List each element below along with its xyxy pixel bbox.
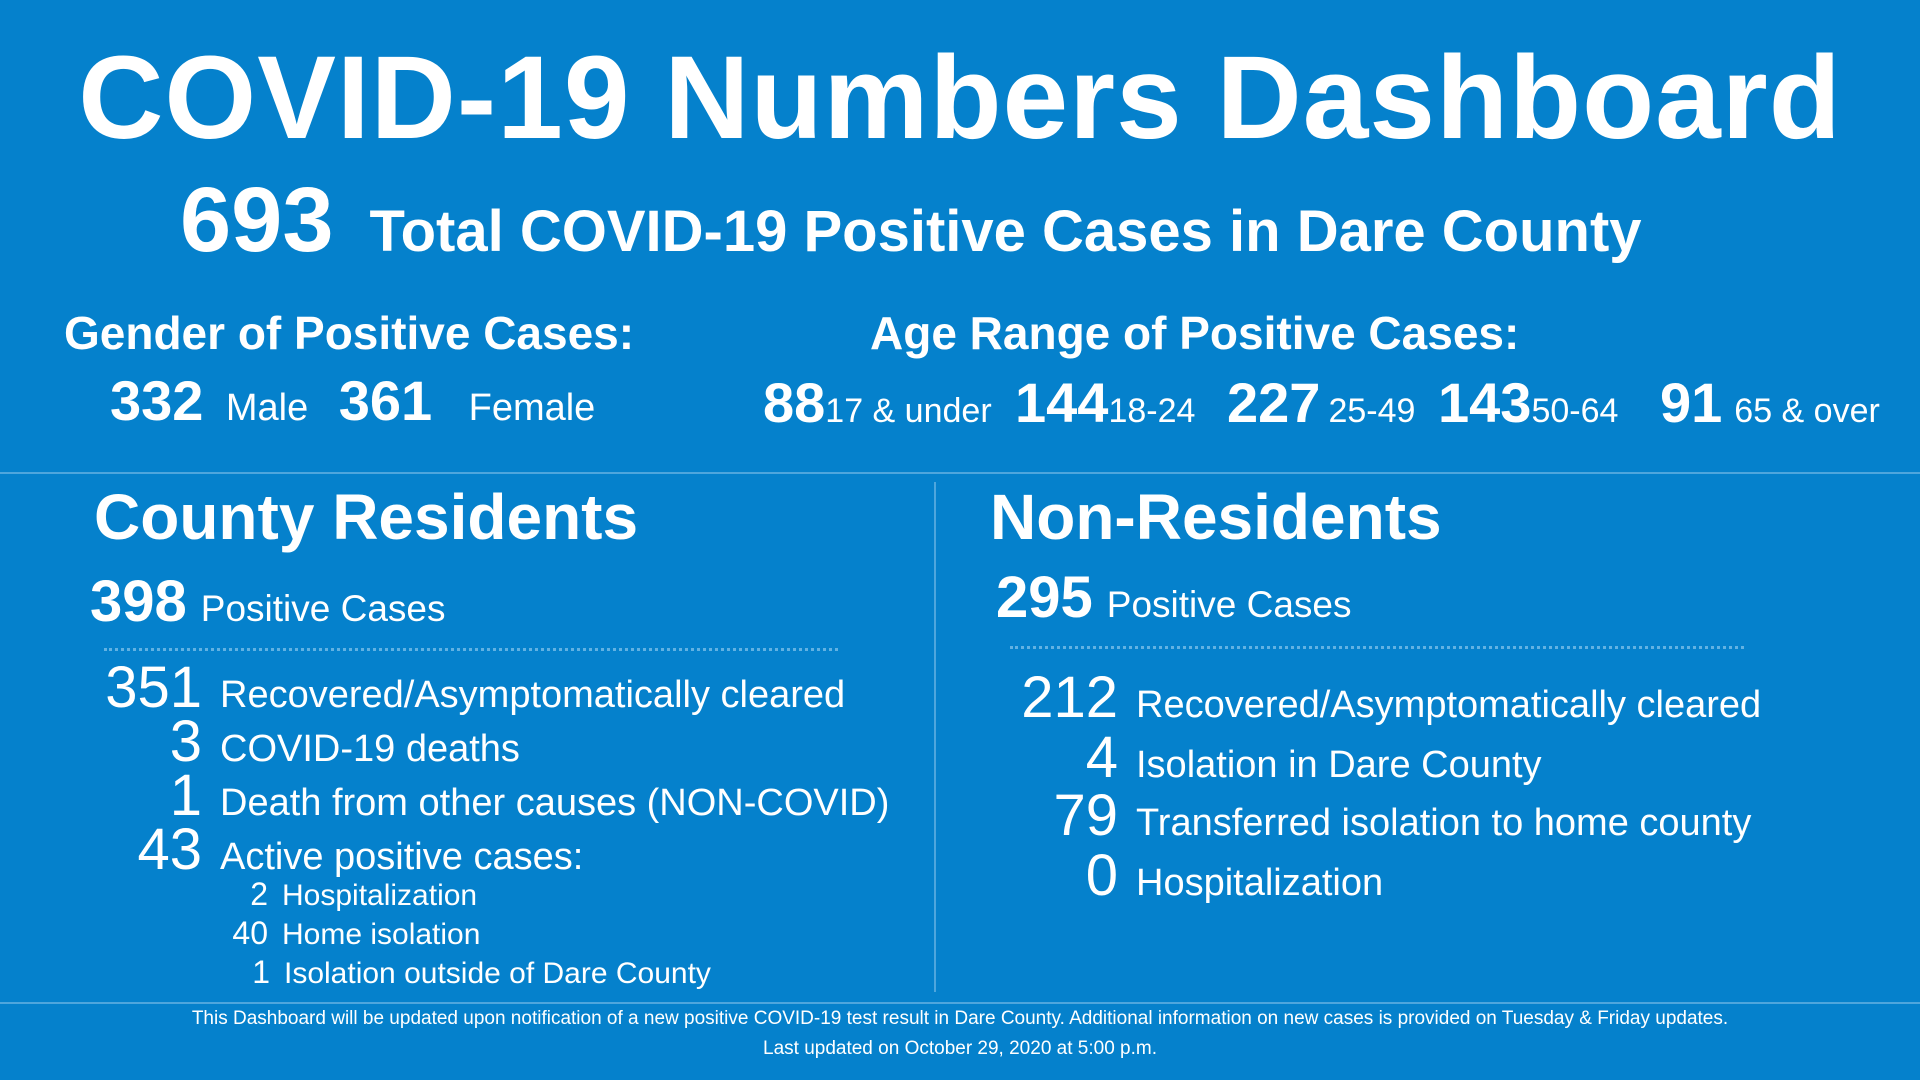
gender-heading: Gender of Positive Cases: xyxy=(64,307,635,359)
page-title: COVID-19 Numbers Dashboard xyxy=(78,32,1842,164)
female-label: Female xyxy=(468,387,596,429)
age-group-value: 144 xyxy=(1015,371,1109,434)
non-residents-stat-row: 4 Isolation in Dare County xyxy=(960,724,1542,791)
residents-positive: 398 Positive Cases xyxy=(90,568,446,635)
age-group-label: 18-24 xyxy=(1108,392,1196,430)
stat-label: Transferred isolation to home county xyxy=(1136,802,1752,844)
non-residents-dotted-divider xyxy=(1010,646,1744,649)
age-group-label: 25-49 xyxy=(1328,392,1416,430)
column-divider xyxy=(934,482,936,992)
footer-note: This Dashboard will be updated upon noti… xyxy=(191,1008,1729,1029)
active-breakdown-row: 1 Isolation outside of Dare County xyxy=(212,954,711,991)
stat-label: Isolation in Dare County xyxy=(1136,744,1542,786)
breakdown-value: 40 xyxy=(232,915,268,951)
age-group-value: 91 xyxy=(1660,371,1723,434)
age-group: 91 65 & over xyxy=(1660,370,1880,435)
age-group: 14350-64 xyxy=(1438,370,1618,435)
stat-value: 212 xyxy=(1021,665,1118,730)
residents-stat-row: 43 Active positive cases: xyxy=(60,816,583,883)
male-count: 332 xyxy=(110,369,204,432)
total-cases-value: 693 xyxy=(180,169,334,271)
non-residents-stat-row: 79 Transferred isolation to home county xyxy=(960,782,1751,849)
residents-stat-row: 1 Death from other causes (NON-COVID) xyxy=(60,762,890,829)
active-breakdown-row: 2 Hospitalization xyxy=(210,876,477,913)
age-group-value: 88 xyxy=(763,371,826,434)
age-heading: Age Range of Positive Cases: xyxy=(870,307,1520,359)
stat-label: Death from other causes (NON-COVID) xyxy=(220,782,890,824)
stat-label: Recovered/Asymptomatically cleared xyxy=(220,674,846,716)
age-group: 227 25-49 xyxy=(1227,370,1415,435)
non-residents-positive-label: Positive Cases xyxy=(1106,584,1352,625)
residents-positive-label: Positive Cases xyxy=(200,588,446,629)
residents-stat-row: 351 Recovered/Asymptomatically cleared xyxy=(60,654,845,721)
age-group-value: 227 xyxy=(1227,371,1321,434)
residents-dotted-divider xyxy=(104,648,838,651)
age-group-value: 143 xyxy=(1438,371,1532,434)
male-label: Male xyxy=(225,387,309,429)
stat-value: 4 xyxy=(1085,725,1118,790)
residents-stat-row: 3 COVID-19 deaths xyxy=(60,708,520,775)
non-residents-stat-row: 212 Recovered/Asymptomatically cleared xyxy=(960,664,1761,731)
non-residents-heading: Non-Residents xyxy=(990,481,1442,553)
total-cases-label: Total COVID-19 Positive Cases in Dare Co… xyxy=(369,199,1642,264)
age-group: 14418-24 xyxy=(1015,370,1195,435)
breakdown-value: 1 xyxy=(252,954,270,990)
stat-value: 3 xyxy=(169,709,202,774)
breakdown-label: Isolation outside of Dare County xyxy=(284,957,711,990)
breakdown-value: 2 xyxy=(250,876,268,912)
stat-value: 351 xyxy=(105,655,202,720)
stat-value: 1 xyxy=(169,763,202,828)
active-breakdown-row: 40 Home isolation xyxy=(210,915,480,952)
female-count: 361 xyxy=(338,369,433,432)
total-cases: 693 Total COVID-19 Positive Cases in Dare… xyxy=(180,168,1642,273)
residents-positive-value: 398 xyxy=(90,569,187,634)
breakdown-label: Hospitalization xyxy=(282,879,478,912)
non-residents-stat-row: 0 Hospitalization xyxy=(960,842,1383,909)
stat-label: Hospitalization xyxy=(1136,862,1384,904)
stat-label: Recovered/Asymptomatically cleared xyxy=(1136,684,1762,726)
age-group-label: 17 & under xyxy=(825,392,992,430)
stat-label: Active positive cases: xyxy=(220,836,584,878)
gender-breakdown: 332 Male 361 Female xyxy=(110,368,595,433)
stat-label: COVID-19 deaths xyxy=(220,728,520,770)
non-residents-positive: 295 Positive Cases xyxy=(996,564,1352,631)
age-group-label: 50-64 xyxy=(1531,392,1619,430)
stat-value: 43 xyxy=(137,817,202,882)
top-divider xyxy=(0,472,1920,474)
breakdown-label: Home isolation xyxy=(282,918,481,951)
non-residents-positive-value: 295 xyxy=(996,565,1093,630)
residents-heading: County Residents xyxy=(94,481,639,553)
stat-value: 79 xyxy=(1053,783,1118,848)
age-group: 8817 & under xyxy=(763,370,992,435)
age-group-label: 65 & over xyxy=(1734,392,1880,430)
bottom-divider xyxy=(0,1002,1920,1004)
footer-updated: Last updated on October 29, 2020 at 5:00… xyxy=(763,1038,1157,1059)
stat-value: 0 xyxy=(1085,843,1118,908)
